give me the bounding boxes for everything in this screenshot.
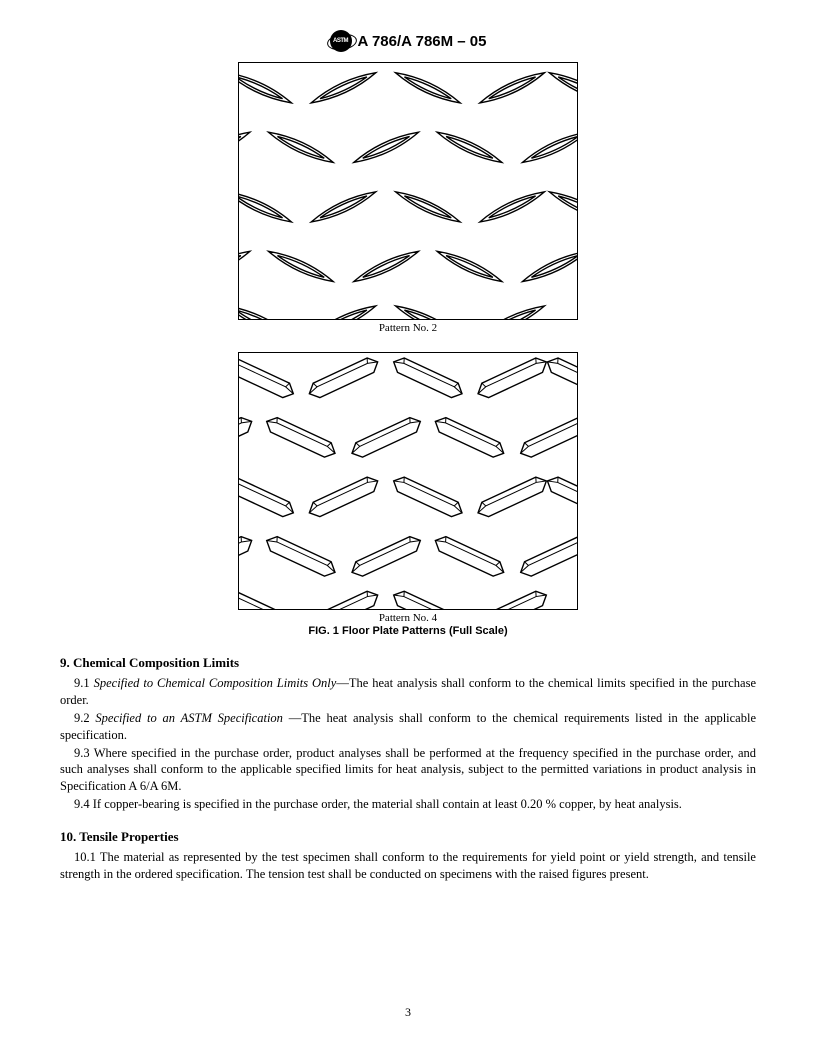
document-header: ASTM A 786/A 786M – 05	[60, 30, 756, 52]
pattern-4-svg	[238, 352, 578, 610]
para-9-3: 9.3 Where specified in the purchase orde…	[60, 745, 756, 796]
astm-logo-icon: ASTM	[330, 30, 352, 52]
pattern-2-caption: Pattern No. 2	[60, 322, 756, 334]
para-10-1: 10.1 The material as represented by the …	[60, 849, 756, 883]
designation-text: A 786/A 786M – 05	[358, 33, 487, 50]
figure-main-caption: FIG. 1 Floor Plate Patterns (Full Scale)	[60, 625, 756, 637]
pattern-4-caption: Pattern No. 4	[60, 612, 756, 624]
section-9-heading: 9. Chemical Composition Limits	[60, 655, 756, 671]
figure-pattern-2: Pattern No. 2	[60, 62, 756, 334]
section-9: 9. Chemical Composition Limits 9.1 Speci…	[60, 655, 756, 813]
para-9-2: 9.2 Specified to an ASTM Specification —…	[60, 710, 756, 744]
page-number: 3	[405, 1005, 411, 1020]
para-9-4: 9.4 If copper-bearing is specified in th…	[60, 796, 756, 813]
para-9-1: 9.1 Specified to Chemical Composition Li…	[60, 675, 756, 709]
section-10-heading: 10. Tensile Properties	[60, 829, 756, 845]
section-10: 10. Tensile Properties 10.1 The material…	[60, 829, 756, 883]
pattern-2-svg	[238, 62, 578, 320]
figure-pattern-4: Pattern No. 4 FIG. 1 Floor Plate Pattern…	[60, 352, 756, 637]
